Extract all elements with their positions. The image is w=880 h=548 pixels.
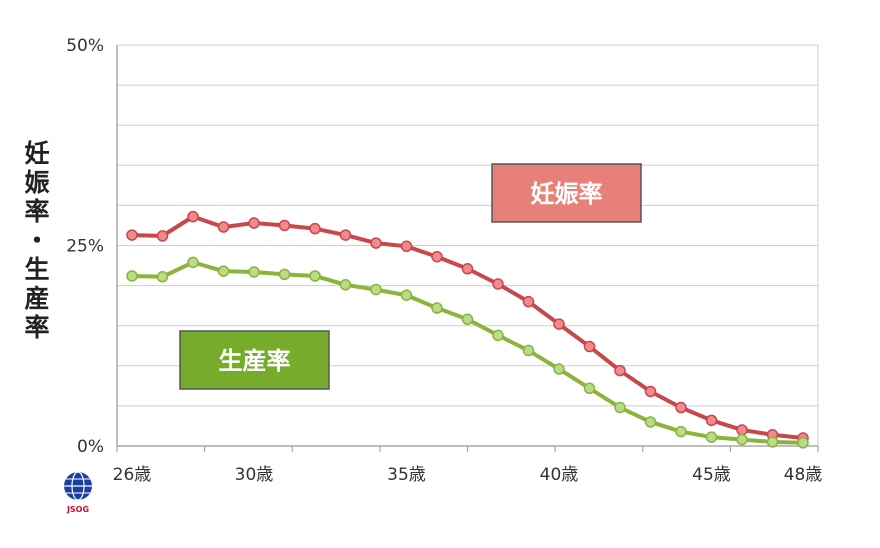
data-point (583, 340, 596, 353)
series-pregnancy-rate (126, 210, 809, 444)
x-tick-label: 40歳 (540, 465, 579, 485)
label-box-text: 妊娠率 (531, 180, 603, 208)
data-point (187, 210, 199, 223)
data-point (736, 433, 748, 446)
data-point (553, 318, 565, 330)
data-point (797, 437, 809, 449)
data-point (644, 385, 657, 398)
data-point (370, 283, 382, 296)
data-point (156, 230, 169, 242)
y-axis-label-char: 率 (24, 197, 49, 226)
data-point (339, 279, 352, 291)
x-tick-label: 48歳 (784, 465, 823, 485)
label-box-text: 生産率 (219, 347, 291, 375)
data-point (675, 425, 687, 438)
data-point (675, 401, 687, 414)
data-point (309, 222, 321, 235)
data-point (736, 424, 748, 436)
data-point (705, 414, 718, 427)
series-layer (126, 210, 809, 449)
y-tick-labels: 0% 25% 50% (66, 36, 104, 457)
data-point (614, 401, 626, 414)
y-tick-label: 0% (77, 437, 104, 457)
x-tick-label: 30歳 (235, 465, 274, 485)
x-tick-label: 35歳 (387, 465, 426, 485)
data-point (248, 266, 260, 278)
y-axis-label-char: 生 (24, 255, 49, 284)
data-point (644, 416, 657, 428)
data-point (278, 219, 291, 232)
data-point (431, 302, 443, 314)
data-point (217, 221, 230, 233)
axes (116, 45, 819, 452)
data-point (217, 265, 230, 277)
data-point (461, 263, 474, 275)
x-tick-label: 45歳 (692, 465, 731, 485)
jsog-logo: JSOG (64, 471, 92, 514)
data-point (400, 240, 413, 253)
label-box-bg (491, 163, 642, 223)
data-point (766, 436, 779, 448)
data-point (126, 229, 138, 241)
data-point (614, 364, 626, 377)
x-tick-labels: 26歳 30歳 35歳 40歳 45歳 48歳 (113, 465, 823, 485)
data-point (187, 256, 199, 269)
data-point (492, 329, 504, 342)
x-tick-label: 26歳 (113, 465, 152, 485)
data-point (492, 278, 504, 290)
logo-text: JSOG (66, 505, 89, 514)
data-point (461, 313, 474, 326)
data-point (522, 295, 535, 308)
data-point (431, 250, 443, 263)
y-axis-label-char: 率 (24, 313, 49, 342)
y-axis-label: 妊娠率・生産率 (24, 139, 49, 342)
y-tick-label: 25% (66, 237, 104, 257)
data-point (278, 268, 291, 281)
data-point (309, 270, 321, 282)
y-axis-label-char: 娠 (24, 168, 49, 197)
y-axis-label-char: 妊 (24, 139, 49, 168)
y-tick-label: 50% (66, 36, 104, 56)
y-axis-label-char: 産 (24, 284, 49, 313)
y-axis-label-char: ・ (24, 226, 49, 255)
data-point (248, 217, 260, 229)
data-point (339, 229, 352, 241)
data-point (583, 382, 596, 395)
data-point (156, 271, 169, 283)
data-point (553, 363, 565, 375)
pregnancy-rate-label-box: 妊娠率 (491, 163, 642, 223)
data-point (705, 431, 718, 443)
data-point (400, 289, 413, 301)
data-point (370, 237, 382, 249)
live-birth-rate-label-box: 生産率 (179, 330, 330, 390)
label-box-bg (179, 330, 330, 390)
data-point (126, 270, 138, 282)
data-point (522, 344, 535, 357)
series-live-birth-rate (126, 256, 809, 449)
